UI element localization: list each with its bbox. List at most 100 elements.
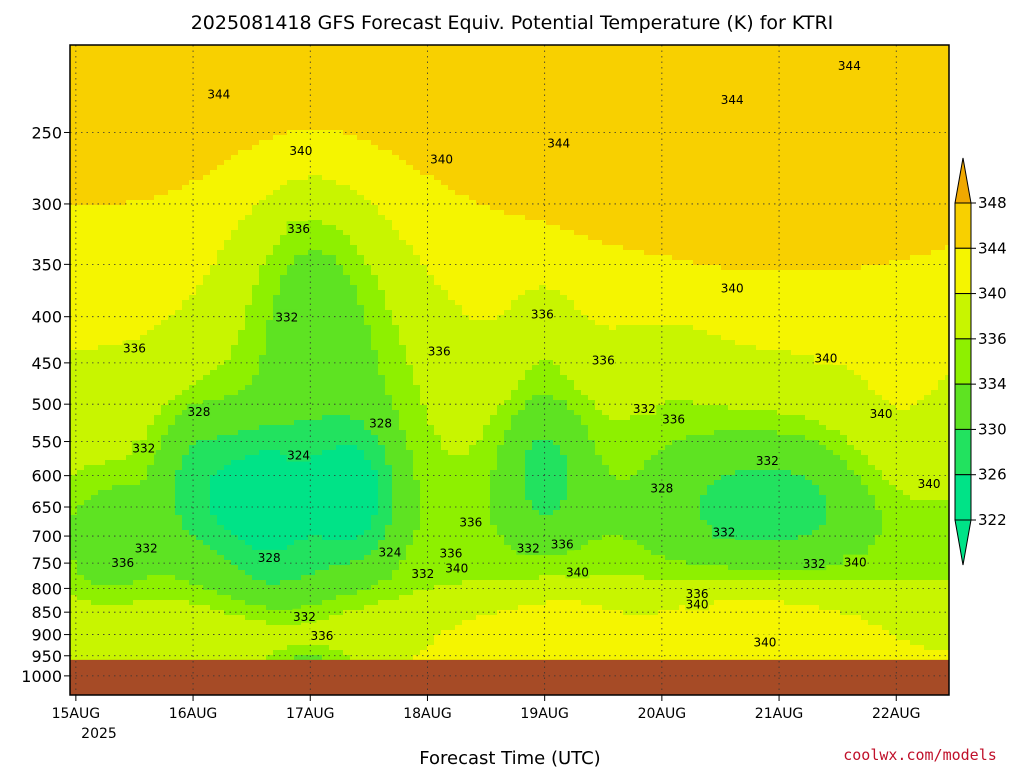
field-cell [98, 120, 106, 126]
field-cell [217, 120, 225, 126]
field-cell [672, 80, 680, 86]
field-cell [588, 120, 596, 126]
field-cell [126, 90, 134, 96]
field-cell [273, 45, 281, 51]
field-cell [385, 100, 393, 106]
field-cell [574, 225, 582, 231]
field-cell [924, 95, 932, 101]
field-cell [413, 145, 421, 151]
field-cell [868, 165, 876, 171]
field-cell [280, 85, 288, 91]
field-cell [252, 235, 260, 241]
field-cell [252, 105, 260, 111]
field-cell [840, 75, 848, 81]
field-cell [504, 80, 512, 86]
field-cell [686, 85, 694, 91]
field-cell [266, 85, 274, 91]
field-cell [294, 235, 302, 241]
field-cell [315, 170, 323, 176]
field-cell [91, 85, 99, 91]
field-cell [847, 215, 855, 221]
field-cell [84, 95, 92, 101]
field-cell [917, 165, 925, 171]
field-cell [791, 145, 799, 151]
field-cell [175, 230, 183, 236]
field-cell [91, 200, 99, 206]
field-cell [665, 55, 673, 61]
field-cell [119, 190, 127, 196]
field-cell [112, 85, 120, 91]
field-cell [182, 220, 190, 226]
field-cell [714, 85, 722, 91]
field-cell [840, 205, 848, 211]
field-cell [168, 165, 176, 171]
field-cell [518, 185, 526, 191]
field-cell [385, 240, 393, 246]
field-cell [525, 170, 533, 176]
field-cell [273, 75, 281, 81]
field-cell [357, 50, 365, 56]
field-cell [462, 190, 470, 196]
field-cell [245, 45, 253, 51]
field-cell [637, 90, 645, 96]
field-cell [210, 200, 218, 206]
field-cell [917, 140, 925, 146]
field-cell [203, 120, 211, 126]
field-cell [203, 150, 211, 156]
field-cell [693, 120, 701, 126]
field-cell [840, 190, 848, 196]
field-cell [399, 145, 407, 151]
field-cell [581, 80, 589, 86]
field-cell [84, 210, 92, 216]
field-cell [238, 145, 246, 151]
field-cell [189, 130, 197, 136]
field-cell [889, 150, 897, 156]
field-cell [280, 90, 288, 96]
field-cell [581, 200, 589, 206]
field-cell [665, 95, 673, 101]
field-cell [749, 215, 757, 221]
field-cell [763, 115, 771, 121]
field-cell [763, 60, 771, 66]
field-cell [280, 205, 288, 211]
field-cell [252, 215, 260, 221]
field-cell [518, 180, 526, 186]
field-cell [826, 100, 834, 106]
field-cell [280, 55, 288, 61]
field-cell [217, 230, 225, 236]
field-cell [805, 145, 813, 151]
field-cell [343, 180, 351, 186]
field-cell [518, 100, 526, 106]
field-cell [287, 75, 295, 81]
field-cell [343, 120, 351, 126]
field-cell [112, 165, 120, 171]
field-cell [140, 100, 148, 106]
field-cell [637, 215, 645, 221]
field-cell [889, 90, 897, 96]
field-cell [105, 220, 113, 226]
field-cell [651, 205, 659, 211]
field-cell [245, 50, 253, 56]
field-cell [588, 145, 596, 151]
field-cell [98, 75, 106, 81]
field-cell [875, 135, 883, 141]
field-cell [427, 135, 435, 141]
field-cell [882, 115, 890, 121]
field-cell [805, 185, 813, 191]
field-cell [847, 95, 855, 101]
field-cell [868, 120, 876, 126]
field-cell [798, 80, 806, 86]
field-cell [266, 185, 274, 191]
field-cell [742, 225, 750, 231]
field-cell [266, 175, 274, 181]
field-cell [245, 215, 253, 221]
field-cell [238, 115, 246, 121]
field-cell [840, 185, 848, 191]
field-cell [847, 135, 855, 141]
field-cell [266, 65, 274, 71]
field-cell [98, 70, 106, 76]
field-cell [497, 165, 505, 171]
field-cell [70, 200, 78, 206]
field-cell [273, 180, 281, 186]
field-cell [700, 210, 708, 216]
